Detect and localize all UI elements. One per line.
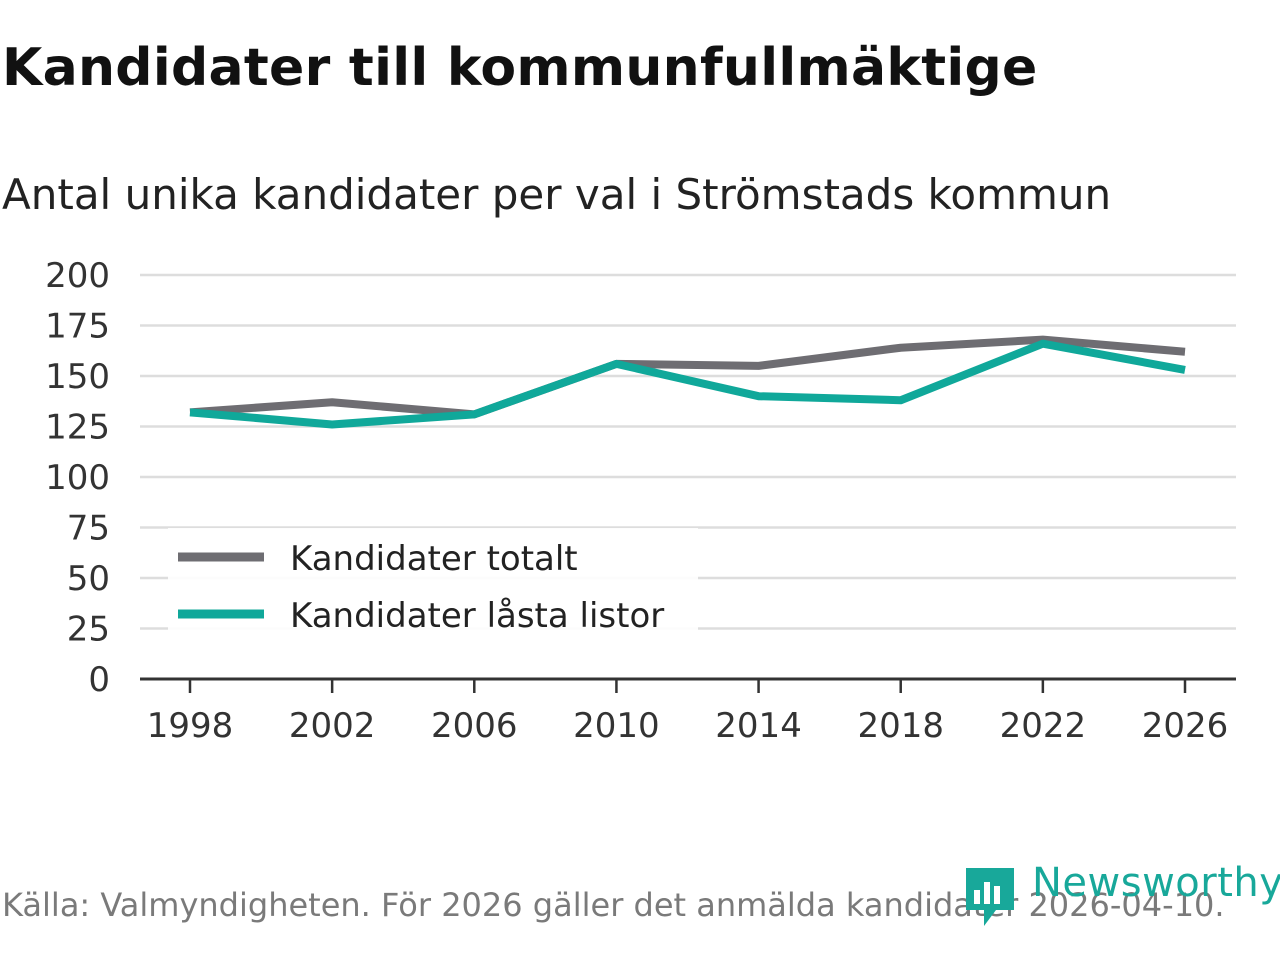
newsworthy-logo-icon <box>966 868 1014 926</box>
x-tick-label: 1998 <box>147 706 234 746</box>
newsworthy-logo-text: Newsworthy <box>1032 860 1280 906</box>
y-tick-label: 100 <box>45 458 110 498</box>
chart-title: Kandidater till kommunfullmäktige <box>2 38 1038 98</box>
x-tick-label: 2014 <box>715 706 802 746</box>
x-tick-label: 2006 <box>431 706 518 746</box>
x-axis-ticks: 1998 2002 2006 2010 2014 2018 2022 2026 <box>147 679 1229 746</box>
series-line-total <box>189 335 1186 419</box>
y-tick-label: 50 <box>67 559 110 599</box>
legend-label-locked: Kandidater låsta listor <box>290 596 664 636</box>
series-line-locked <box>189 339 1186 429</box>
x-tick-label: 2002 <box>289 706 376 746</box>
y-tick-label: 125 <box>45 408 110 448</box>
y-tick-label: 200 <box>45 256 110 296</box>
x-tick-label: 2018 <box>857 706 944 746</box>
y-tick-label: 150 <box>45 357 110 397</box>
y-tick-label: 0 <box>88 660 110 700</box>
newsworthy-logo: Newsworthy <box>962 860 1280 930</box>
x-tick-label: 2026 <box>1142 706 1229 746</box>
legend-label-total: Kandidater totalt <box>290 539 578 579</box>
line-chart: 0 25 50 75 100 125 150 175 200 1998 2002 2006 2010 2… <box>45 256 1236 746</box>
y-tick-label: 175 <box>45 307 110 347</box>
y-axis-ticks: 0 25 50 75 100 125 150 175 200 <box>45 256 110 700</box>
legend: Kandidater totalt Kandidater låsta listo… <box>168 528 698 638</box>
series-lines <box>189 335 1186 429</box>
source-note: Källa: Valmyndigheten. För 2026 gäller d… <box>2 886 1225 924</box>
x-tick-label: 2022 <box>1000 706 1087 746</box>
legend-background <box>168 528 698 638</box>
y-tick-label: 75 <box>67 509 110 549</box>
y-tick-label: 25 <box>67 610 110 650</box>
chart-subtitle: Antal unika kandidater per val i Strömst… <box>2 170 1112 219</box>
x-tick-label: 2010 <box>573 706 660 746</box>
